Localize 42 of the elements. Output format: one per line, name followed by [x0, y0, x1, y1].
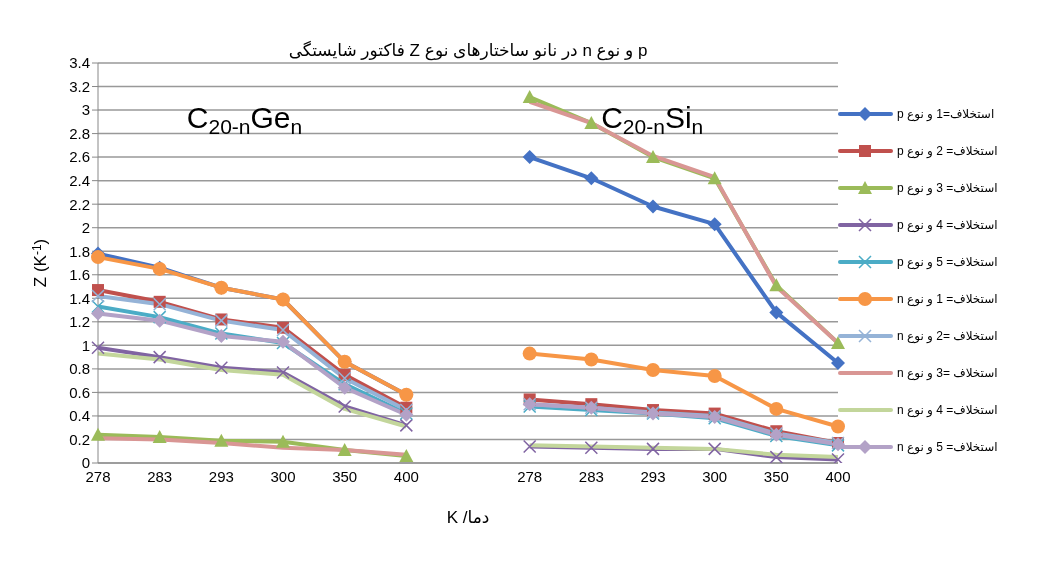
annotation: C$_{20-n}$Si$_{n}$: [601, 101, 704, 139]
y-tick-label: 1.4: [69, 289, 90, 307]
y-tick-label: 2.4: [69, 171, 90, 189]
y-tick-label: 0.2: [69, 430, 90, 448]
legend-label: استخلاف =3 و نوع n: [897, 366, 998, 380]
legend-label: استخلاف= 1 و نوع n: [897, 292, 998, 306]
x-tick-label: 350: [332, 467, 358, 485]
x-tick-label: 278: [517, 467, 543, 485]
x-axis-title: K /دما: [446, 508, 490, 527]
y-tick-label: 3: [81, 101, 90, 119]
legend-label: استخلاف= 4 و نوع n: [897, 403, 998, 417]
y-tick-label: 0.6: [69, 383, 90, 401]
x-tick-label: 283: [578, 467, 604, 485]
y-tick-label: 0.4: [69, 407, 90, 425]
x-tick-label: 400: [393, 467, 419, 485]
legend-label: استخلاف=1 و نوع p: [897, 107, 995, 121]
x-tick-label: 293: [208, 467, 234, 485]
x-tick-label: 293: [640, 467, 666, 485]
y-tick-label: 2.8: [69, 124, 90, 142]
y-tick-label: 1.8: [69, 242, 90, 260]
y-tick-label: 1: [81, 336, 90, 354]
x-tick-label: 300: [270, 467, 296, 485]
x-tick-label: 400: [825, 467, 851, 485]
x-tick-label: 350: [763, 467, 789, 485]
legend-label: استخلاف= 5 و نوع n: [897, 440, 998, 454]
y-tick-label: 2.2: [69, 195, 90, 213]
legend-label: استخلاف= 2 و نوع p: [897, 144, 998, 158]
x-tick-label: 300: [702, 467, 728, 485]
annotation: C$_{20-n}$Ge$_{n}$: [186, 101, 303, 139]
y-tick-label: 1.2: [69, 313, 90, 331]
legend-label: استخلاف= 3 و نوع p: [897, 181, 998, 195]
y-tick-label: 2: [81, 219, 90, 237]
y-tick-label: 3.2: [69, 77, 90, 95]
x-tick-label: 283: [147, 467, 173, 485]
y-tick-label: 0.8: [69, 360, 90, 378]
y-tick-label: 3.4: [69, 54, 90, 72]
legend-label: استخلاف =2 و نوع n: [897, 329, 998, 343]
y-tick-label: 2.6: [69, 148, 90, 166]
legend-label: استخلاف= 4 و نوع p: [897, 218, 998, 232]
chart-title: فاکتور شایستگی Z در نانو ساختارهای نوع n و نوع p: [288, 40, 648, 61]
legend-label: استخلاف= 5 و نوع p: [897, 255, 998, 269]
y-tick-label: 1.6: [69, 266, 90, 284]
